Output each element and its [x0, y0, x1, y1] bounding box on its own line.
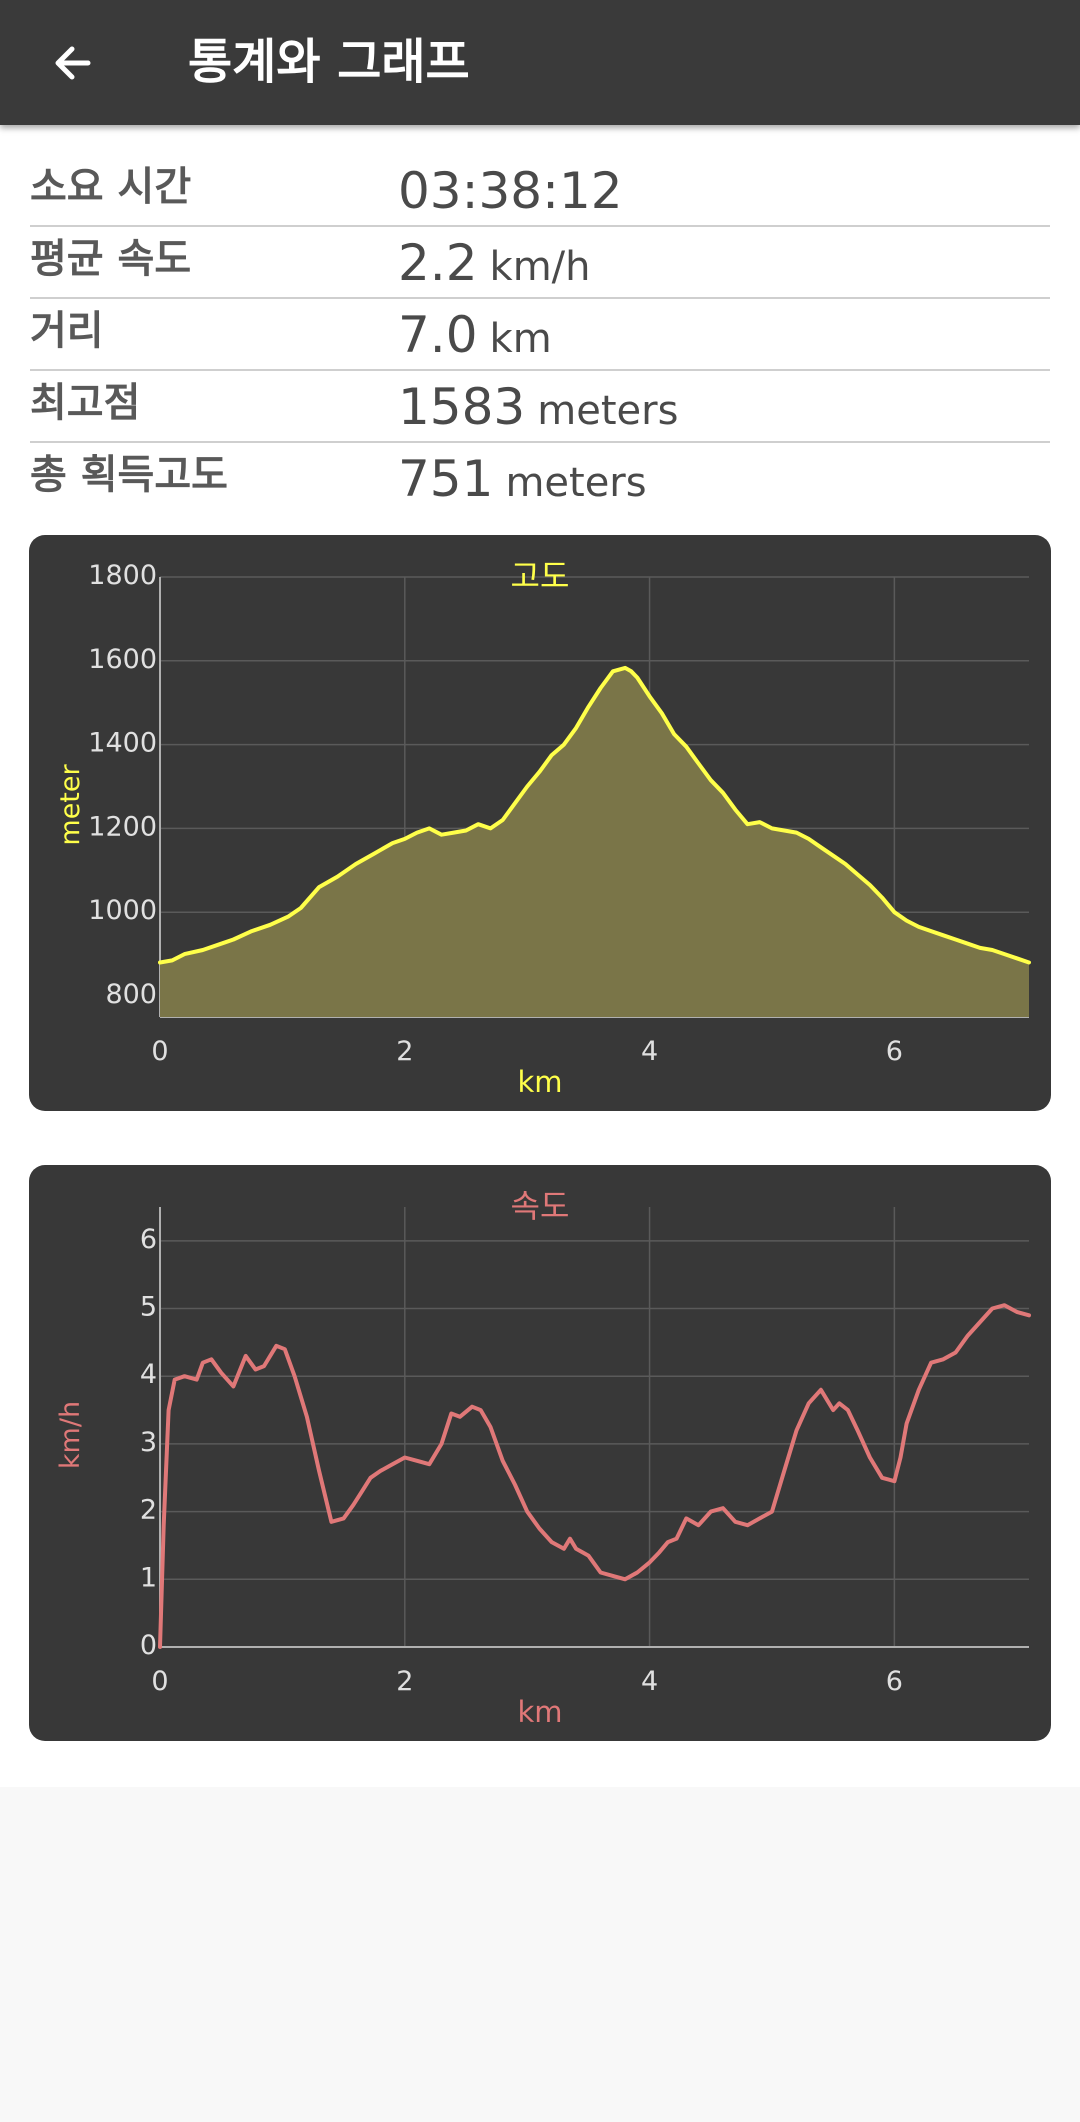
back-button[interactable] — [30, 24, 114, 102]
y-tick-label: 800 — [105, 979, 157, 1010]
x-tick-label: 6 — [886, 1036, 903, 1067]
stat-row-distance: 거리 7.0 km — [30, 299, 1050, 371]
chart-title: 고도 — [511, 557, 570, 595]
stat-value: 03:38:12 — [398, 162, 623, 220]
speed-chart-card: 0 2 4 6 0 1 2 3 4 5 6 속도 km km/h — [29, 1165, 1051, 1741]
stat-row-duration: 소요 시간 03:38:12 — [30, 155, 1050, 227]
x-tick-label: 2 — [396, 1666, 413, 1697]
speed-chart: 0 2 4 6 0 1 2 3 4 5 6 속도 km km/h — [55, 1187, 1031, 1729]
y-tick-label: 1000 — [88, 895, 157, 926]
x-axis-label: km — [517, 1065, 562, 1099]
arrow-left-icon — [55, 46, 91, 80]
chart-title: 속도 — [511, 1187, 570, 1225]
empty-area — [0, 1787, 1080, 2122]
series-line — [158, 1303, 1031, 1649]
stat-row-max-elevation: 최고점 1583 meters — [30, 371, 1050, 443]
stat-unit: meters — [537, 388, 679, 434]
y-tick-label: 1400 — [88, 728, 157, 759]
y-tick-label: 3 — [140, 1427, 157, 1458]
y-tick-label: 4 — [140, 1359, 157, 1390]
elevation-chart: 0 2 4 6 800 1000 1200 1400 1600 1800 고도 km meter — [55, 557, 1031, 1099]
stat-value: 7.0 — [398, 306, 478, 364]
stat-row-avg-speed: 평균 속도 2.2 km/h — [30, 227, 1050, 299]
x-tick-label: 6 — [886, 1666, 903, 1697]
x-tick-label: 2 — [396, 1036, 413, 1067]
stat-row-elevation-gain: 총 획득고도 751 meters — [30, 443, 1050, 513]
series-line — [158, 665, 1031, 965]
stat-unit: km/h — [489, 244, 591, 290]
y-axis-label: meter — [55, 763, 86, 845]
app-bar: 통계와 그래프 — [0, 0, 1080, 125]
y-tick-label: 2 — [140, 1495, 157, 1526]
stat-label: 소요 시간 — [30, 164, 192, 210]
stat-label: 총 획득고도 — [30, 452, 228, 498]
stats-content: 소요 시간 03:38:12 평균 속도 2.2 km/h 거리 7.0 km 최고… — [0, 125, 1080, 1787]
y-tick-label: 6 — [140, 1224, 157, 1255]
stat-label: 거리 — [30, 308, 104, 354]
stat-value: 2.2 — [398, 234, 478, 292]
y-tick-label: 0 — [140, 1630, 157, 1661]
x-tick-label: 0 — [151, 1666, 168, 1697]
y-tick-label: 1800 — [88, 560, 157, 591]
stat-label: 평균 속도 — [30, 236, 192, 282]
elevation-chart-card: 0 2 4 6 800 1000 1200 1400 1600 1800 고도 km meter — [29, 535, 1051, 1111]
y-tick-label: 1 — [140, 1562, 157, 1593]
x-tick-label: 4 — [641, 1036, 658, 1067]
page-title: 통계와 그래프 — [188, 34, 470, 90]
x-tick-label: 4 — [641, 1666, 658, 1697]
stat-unit: km — [489, 316, 552, 362]
x-axis-label: km — [517, 1695, 562, 1729]
stats-table: 소요 시간 03:38:12 평균 속도 2.2 km/h 거리 7.0 km 최고… — [30, 155, 1050, 513]
y-tick-label: 1600 — [88, 644, 157, 675]
y-tick-label: 5 — [140, 1292, 157, 1323]
stat-label: 최고점 — [30, 380, 141, 426]
x-tick-label: 0 — [151, 1036, 168, 1067]
y-axis-label: km/h — [55, 1401, 86, 1469]
stat-value: 751 — [398, 450, 494, 508]
stat-value: 1583 — [398, 378, 526, 436]
stat-unit: meters — [505, 460, 647, 506]
y-tick-label: 1200 — [88, 811, 157, 842]
series-area — [160, 667, 1029, 1017]
